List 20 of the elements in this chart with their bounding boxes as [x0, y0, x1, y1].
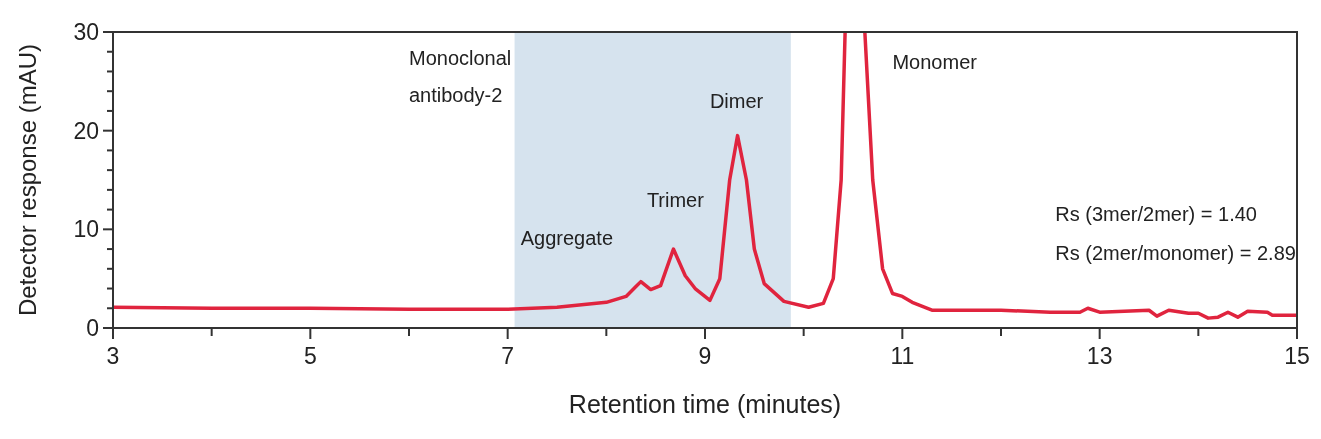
annotation: Trimer: [646, 188, 705, 211]
x-tick-label: 13: [1086, 343, 1113, 369]
y-tick-label: 10: [73, 216, 99, 243]
x-tick-label: 15: [1284, 343, 1310, 369]
x-tick-label: 11: [890, 343, 915, 369]
y-tick-label: 20: [73, 117, 99, 144]
annotation: Rs (3mer/2mer) = 1.40: [1055, 202, 1257, 225]
y-tick-label: 30: [73, 19, 99, 46]
annotation: Dimer: [709, 90, 764, 113]
annotation: Rs (2mer/monomer) = 2.89: [1055, 242, 1296, 265]
annotation: Aggregate: [520, 227, 614, 250]
x-tick-label: 7: [501, 343, 515, 369]
annotation: Monoclonal antibody-2: [409, 46, 512, 106]
y-tick-label: 0: [86, 315, 99, 342]
x-tick-label: 9: [698, 343, 712, 369]
y-axis-title: Detector response (mAU): [14, 43, 42, 317]
annotation: Monomer: [892, 50, 978, 73]
x-tick-label: 5: [303, 343, 317, 369]
x-axis-title: Retention time (minutes): [568, 390, 842, 418]
x-tick-label: 3: [106, 343, 120, 369]
